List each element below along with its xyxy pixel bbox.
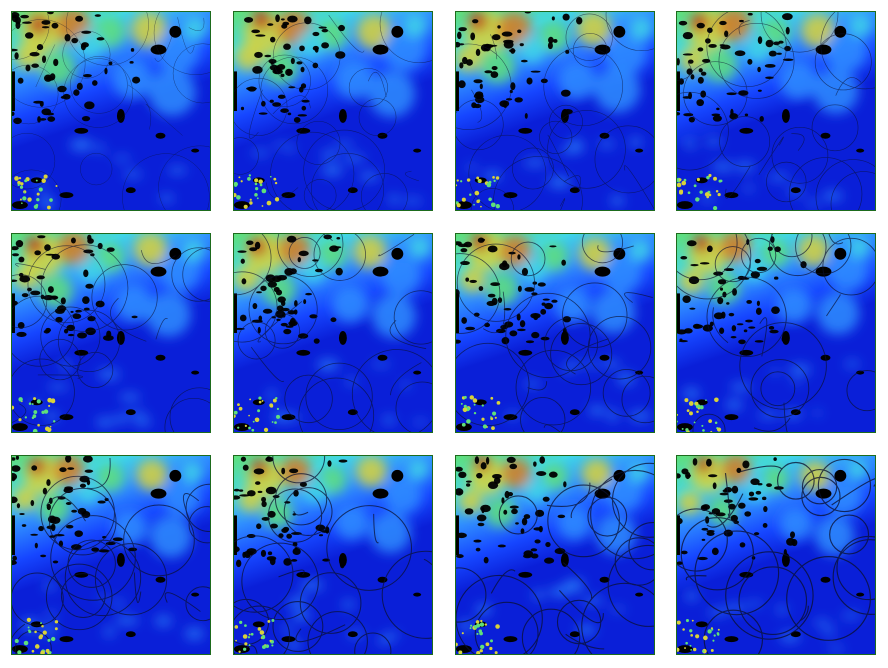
heatmap-image	[456, 234, 654, 432]
map-panel-r2-c2	[233, 233, 433, 433]
map-panel-r1-c3	[455, 11, 655, 211]
map-panel-r3-c3	[455, 455, 655, 655]
heatmap-image	[12, 234, 210, 432]
map-panel-r1-c2	[233, 11, 433, 211]
heatmap-image	[12, 456, 210, 654]
heatmap-image	[12, 12, 210, 210]
map-panel-r1-c1	[11, 11, 211, 211]
heatmap-image	[456, 456, 654, 654]
map-panel-r2-c4	[676, 233, 876, 433]
map-panel-r2-c1	[11, 233, 211, 433]
heatmap-image	[677, 234, 875, 432]
heatmap-image	[677, 456, 875, 654]
map-panel-r3-c4	[676, 455, 876, 655]
heatmap-image	[456, 12, 654, 210]
map-panel-r1-c4	[676, 11, 876, 211]
heatmap-image	[234, 234, 432, 432]
map-panel-r3-c1	[11, 455, 211, 655]
map-panel-r2-c3	[455, 233, 655, 433]
heatmap-image	[234, 12, 432, 210]
map-panel-r3-c2	[233, 455, 433, 655]
heatmap-image	[234, 456, 432, 654]
heatmap-image	[677, 12, 875, 210]
